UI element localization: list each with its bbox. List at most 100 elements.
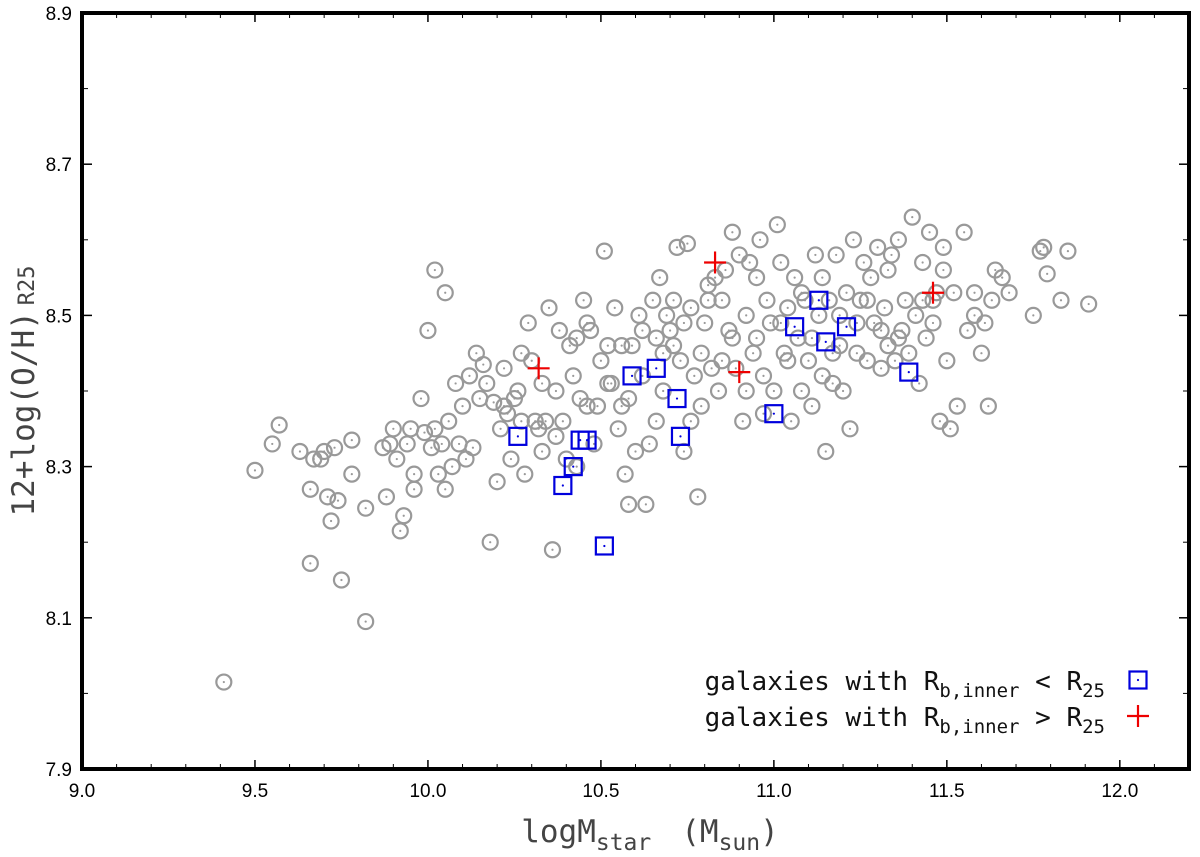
galaxy-point [713, 291, 731, 309]
galaxy-point [737, 306, 755, 324]
galaxy-point [464, 439, 482, 457]
x-axis-label-sub: star [596, 830, 651, 856]
galaxy-point [426, 420, 444, 438]
legend-marker-plus [1127, 705, 1149, 727]
galaxy-point [723, 329, 741, 347]
x-tick-label: 10.0 [409, 781, 446, 802]
galaxy-point [675, 442, 693, 461]
galaxy-point [824, 374, 842, 393]
galaxy-point [460, 367, 479, 385]
galaxy-point [799, 352, 818, 370]
x-tick-label: 10.5 [582, 781, 619, 802]
galaxy-point [889, 329, 908, 347]
galaxy-point [664, 337, 683, 355]
inner-lt-r25-point [563, 457, 583, 477]
galaxy-point [564, 367, 582, 385]
galaxy-point [685, 367, 703, 385]
galaxy-point [955, 223, 973, 241]
galaxy-point [447, 374, 465, 393]
galaxy-point [450, 435, 468, 453]
y-tick-label: 8.1 [46, 609, 72, 630]
galaxy-point [758, 291, 776, 309]
galaxy-point [678, 234, 696, 253]
y-tick-label: 8.7 [46, 155, 72, 176]
galaxy-point [301, 554, 319, 572]
galaxy-point [533, 374, 551, 393]
galaxy-point [834, 382, 852, 400]
galaxy-point [675, 314, 693, 332]
galaxy-point [651, 269, 669, 287]
galaxy-point [633, 321, 652, 340]
galaxy-point [436, 284, 454, 302]
galaxy-point [1052, 291, 1070, 309]
galaxy-point [875, 299, 894, 317]
galaxy-point [831, 306, 849, 324]
galaxy-point [907, 306, 925, 324]
galaxy-point [654, 344, 672, 362]
galaxy-point [436, 480, 454, 498]
galaxy-point [872, 359, 890, 377]
x-axis-label-unit-close: ) [760, 814, 779, 850]
galaxy-point [786, 269, 804, 287]
galaxy-point [599, 374, 617, 393]
galaxy-point [806, 246, 824, 264]
galaxy-point [920, 223, 939, 241]
galaxy-point [474, 355, 492, 374]
galaxy-point [640, 435, 658, 453]
galaxy-point [716, 261, 735, 279]
galaxy-point [754, 405, 773, 423]
legend-entry-inner-lt-sub2: 25 [1082, 680, 1105, 702]
galaxy-point [844, 231, 863, 249]
galaxy-point [934, 238, 952, 256]
galaxy-point [703, 359, 721, 377]
galaxy-point [613, 337, 631, 355]
x-tick-label: 11.5 [929, 781, 965, 802]
galaxy-point [547, 382, 565, 400]
galaxy-point [827, 246, 845, 264]
galaxy-point [412, 389, 430, 408]
galaxy-point [958, 321, 977, 340]
galaxy-point [568, 329, 586, 347]
galaxy-point [547, 427, 565, 445]
galaxy-point [523, 352, 541, 370]
galaxy-point [886, 352, 904, 370]
galaxy-point [453, 397, 472, 415]
legend-entry-inner-gt-sub: b,inner [939, 716, 1019, 738]
galaxy-point [772, 253, 790, 272]
galaxy-point [405, 465, 423, 483]
legend-entry-inner-lt-prefix: galaxies with R [705, 667, 940, 697]
galaxy-point [485, 393, 503, 411]
legend-entry-inner-gt: galaxies with Rb,inner > R25 [705, 703, 1105, 738]
galaxy-point [751, 231, 769, 249]
galaxy-point [945, 284, 963, 302]
galaxy-point [841, 420, 859, 438]
galaxy-point [848, 314, 866, 332]
galaxy-point [377, 488, 396, 506]
galaxy-point [471, 389, 489, 408]
plot-frame [80, 11, 1191, 771]
galaxy-point [765, 382, 783, 400]
galaxy-point [855, 253, 873, 272]
galaxy-point [575, 291, 593, 309]
galaxy-point [609, 420, 627, 438]
galaxy-point [602, 374, 620, 393]
galaxy-point [429, 465, 447, 483]
galaxy-point [616, 465, 634, 483]
inner-lt-r25-point [622, 366, 642, 386]
inner-lt-r25-point [577, 430, 597, 450]
galaxy-point [343, 465, 361, 483]
inner-lt-r25-point [785, 317, 805, 337]
legend-plus-glyph [1127, 705, 1149, 727]
inner-lt-r25-point [816, 332, 836, 352]
galaxy-point [488, 473, 506, 491]
inner-lt-r25-point [836, 317, 857, 337]
y-tick-label: 8.3 [46, 458, 72, 479]
galaxy-point [512, 344, 530, 362]
galaxy-point [682, 299, 700, 317]
galaxy-point [914, 291, 932, 309]
galaxy-point [357, 612, 375, 631]
galaxy-point [761, 314, 780, 332]
galaxy-point [661, 321, 679, 340]
galaxy-point [315, 442, 333, 461]
galaxy-point [270, 416, 288, 434]
